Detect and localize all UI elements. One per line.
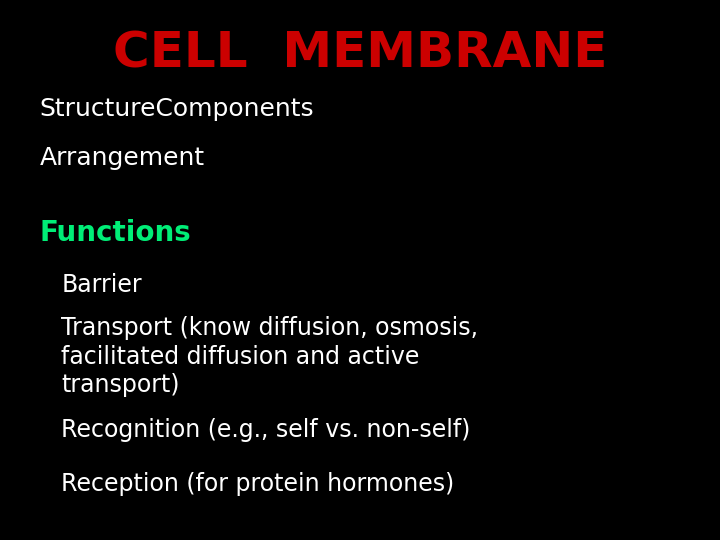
- Text: Reception (for protein hormones): Reception (for protein hormones): [61, 472, 454, 496]
- Text: Arrangement: Arrangement: [40, 146, 204, 170]
- Text: Recognition (e.g., self vs. non-self): Recognition (e.g., self vs. non-self): [61, 418, 471, 442]
- Text: StructureComponents: StructureComponents: [40, 97, 314, 121]
- Text: Functions: Functions: [40, 219, 192, 247]
- Text: Barrier: Barrier: [61, 273, 142, 296]
- Text: CELL  MEMBRANE: CELL MEMBRANE: [113, 30, 607, 78]
- Text: Transport (know diffusion, osmosis,
facilitated diffusion and active
transport): Transport (know diffusion, osmosis, faci…: [61, 316, 478, 397]
